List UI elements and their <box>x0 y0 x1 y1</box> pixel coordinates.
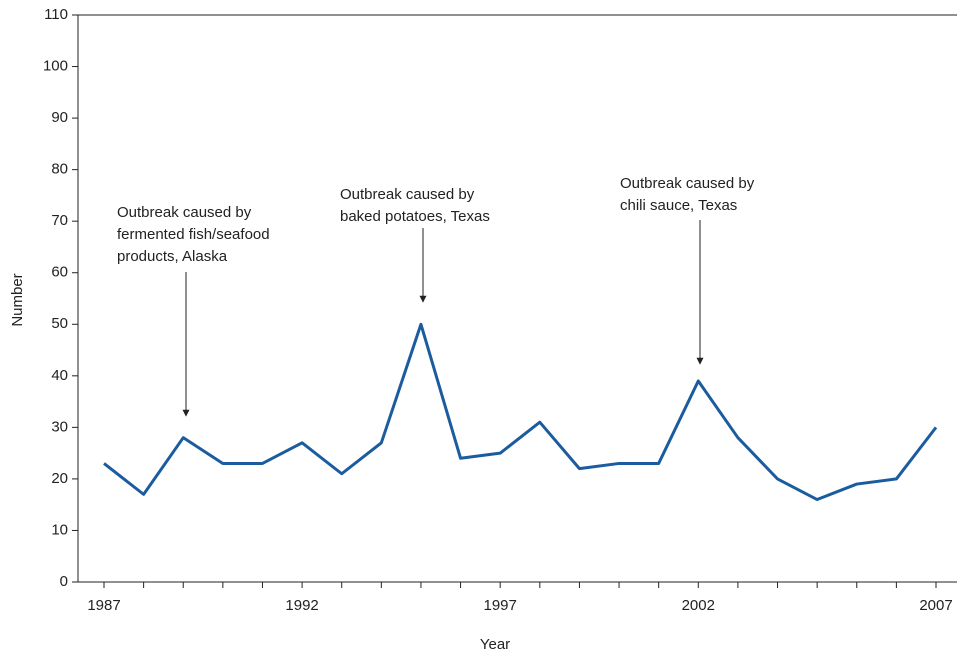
annotation-text: baked potatoes, Texas <box>340 208 490 225</box>
annotation-text: Outbreak caused by <box>340 186 475 203</box>
y-tick-label: 40 <box>51 367 68 384</box>
annotation-text: Outbreak caused by <box>620 175 755 192</box>
x-tick-label: 2002 <box>682 597 715 614</box>
annotation-text: products, Alaska <box>117 248 228 265</box>
y-tick-label: 70 <box>51 212 68 229</box>
x-tick-label: 2007 <box>919 597 952 614</box>
y-tick-label: 20 <box>51 470 68 487</box>
y-tick-label: 10 <box>51 521 68 538</box>
y-tick-label: 0 <box>60 573 68 590</box>
data-line <box>103 322 938 502</box>
x-tick-label: 1987 <box>87 597 120 614</box>
y-tick-label: 30 <box>51 418 68 435</box>
annotation-text: Outbreak caused by <box>117 204 252 221</box>
x-tick-label: 1997 <box>484 597 517 614</box>
annotation-text: chili sauce, Texas <box>620 197 737 214</box>
y-tick-label: 60 <box>51 264 68 281</box>
annotation-text: fermented fish/seafood <box>117 226 270 243</box>
y-axis-title: Number <box>9 273 26 326</box>
y-tick-label: 50 <box>51 315 68 332</box>
y-tick-label: 100 <box>43 58 68 75</box>
y-tick-label: 110 <box>44 6 68 23</box>
y-tick-label: 80 <box>51 161 68 178</box>
x-tick-label: 1992 <box>285 597 318 614</box>
x-axis-title: Year <box>480 636 510 653</box>
y-tick-label: 90 <box>51 109 68 126</box>
